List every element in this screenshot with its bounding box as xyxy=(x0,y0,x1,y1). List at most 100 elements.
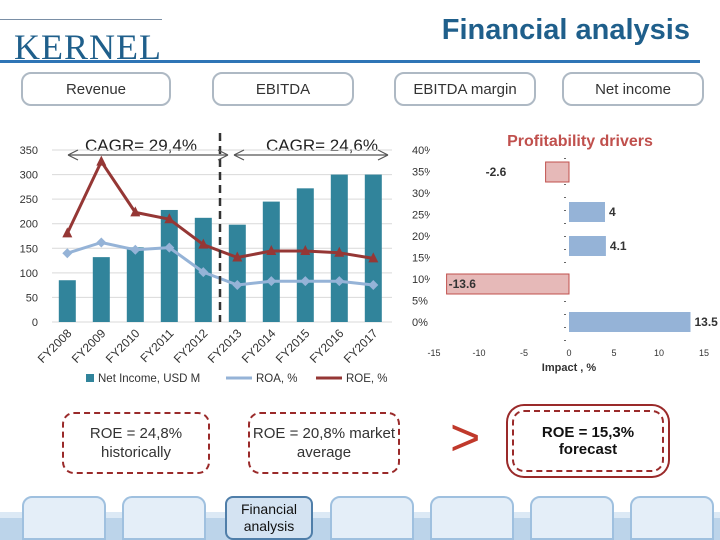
roe-point xyxy=(334,246,345,257)
net-income-bar xyxy=(160,209,178,322)
category-label: FY2015 xyxy=(273,326,313,366)
ebitda-margin-pill[interactable]: EBITDA margin xyxy=(394,72,536,106)
left-tick-label: 200 xyxy=(20,219,38,231)
left-tick-label: 50 xyxy=(26,292,38,304)
roe-point xyxy=(96,155,107,166)
drivers-x-tick: 15 xyxy=(699,348,709,358)
legend-net-income-swatch xyxy=(86,374,94,382)
logo-underline xyxy=(0,19,162,20)
roe-point xyxy=(300,245,311,256)
cagr-right-arrowheads xyxy=(233,149,389,161)
net-income-roe-roa-chart: 0 50 100 150 200 250 300 350 0% 5% 10% 15% 20% 25% 30%… xyxy=(20,130,430,385)
drivers-x-tick: -15 xyxy=(427,348,440,358)
net-income-bar xyxy=(228,224,246,322)
roe-point xyxy=(232,251,243,262)
category-label: FY2016 xyxy=(307,326,347,366)
roa-point xyxy=(62,248,73,259)
right-tick-label: 25% xyxy=(412,210,430,222)
driver-data-label: -13.6 xyxy=(449,277,477,291)
roe-historical-box: ROE = 24,8% historically xyxy=(62,412,210,474)
driver-bar xyxy=(569,312,691,332)
roe-forecast-box: ROE = 15,3% forecast xyxy=(512,410,664,472)
title-divider xyxy=(0,60,700,63)
drivers-title: Profitability drivers xyxy=(507,133,653,150)
category-label: FY2013 xyxy=(205,326,245,366)
footer-tab-4[interactable] xyxy=(330,496,414,540)
right-tick-label: 0% xyxy=(412,317,428,329)
right-tick-label: 35% xyxy=(412,167,430,179)
legend-roe-label: ROE, % xyxy=(346,373,388,385)
category-label: FY2008 xyxy=(35,326,75,366)
profitability-drivers-chart: Profitability drivers -2.6 4 4.1 -13.6 13.5 -1… xyxy=(427,133,719,374)
net-income-bar xyxy=(262,201,280,322)
roa-point xyxy=(130,244,141,255)
left-tick-label: 0 xyxy=(32,317,38,329)
cagr-left-arrowheads xyxy=(67,149,229,161)
roe-point xyxy=(164,213,175,224)
roe-point xyxy=(62,227,73,238)
driver-data-label: 13.5 xyxy=(695,315,719,329)
right-tick-label: 10% xyxy=(412,274,430,286)
ebitda-pill[interactable]: EBITDA xyxy=(212,72,354,106)
net-income-bar xyxy=(364,174,382,322)
drivers-x-tick: 0 xyxy=(566,348,571,358)
category-label: FY2017 xyxy=(341,326,381,366)
greater-than-sign: > xyxy=(450,409,481,467)
roa-point xyxy=(266,276,277,287)
driver-bar xyxy=(569,202,605,222)
drivers-x-tick: 10 xyxy=(654,348,664,358)
driver-bar xyxy=(569,236,606,256)
net-income-bar xyxy=(126,247,144,322)
left-tick-label: 250 xyxy=(20,194,38,206)
footer-tab-financial-analysis[interactable]: Financial analysis xyxy=(225,496,313,540)
legend-roa-label: ROA, % xyxy=(256,373,298,385)
left-tick-label: 100 xyxy=(20,268,38,280)
left-tick-label: 150 xyxy=(20,243,38,255)
right-tick-label: 30% xyxy=(412,188,430,200)
category-label: FY2011 xyxy=(138,326,177,365)
left-tick-label: 350 xyxy=(20,145,38,157)
driver-data-label: 4.1 xyxy=(610,239,627,253)
roe-point xyxy=(130,206,141,217)
footer-tab-7[interactable] xyxy=(630,496,714,540)
category-label: FY2009 xyxy=(69,326,109,366)
category-label: FY2014 xyxy=(239,326,279,366)
roe-point xyxy=(368,252,379,263)
drivers-x-tick: 5 xyxy=(611,348,616,358)
left-tick-label: 300 xyxy=(20,170,38,182)
category-label: FY2012 xyxy=(171,326,211,366)
drivers-x-axis-label: Impact , % xyxy=(542,362,597,374)
roe-point xyxy=(266,245,277,256)
roa-point xyxy=(368,280,379,291)
net-income-pill[interactable]: Net income xyxy=(562,72,704,106)
right-tick-label: 15% xyxy=(412,253,430,265)
net-income-bar xyxy=(92,257,110,322)
category-label: FY2010 xyxy=(103,326,143,366)
net-income-bar xyxy=(58,280,76,322)
drivers-x-tick: -5 xyxy=(520,348,528,358)
driver-bar xyxy=(545,161,570,183)
revenue-pill[interactable]: Revenue xyxy=(21,72,171,106)
driver-data-label: 4 xyxy=(609,205,616,219)
roa-point xyxy=(232,280,243,291)
roa-point xyxy=(198,267,209,278)
roa-point xyxy=(300,276,311,287)
footer-tab-2[interactable] xyxy=(122,496,206,540)
right-tick-label: 40% xyxy=(412,145,430,157)
driver-bar xyxy=(446,273,570,295)
net-income-bar xyxy=(296,188,314,322)
roa-point xyxy=(334,276,345,287)
page-title: Financial analysis xyxy=(441,14,690,46)
footer-tab-1[interactable] xyxy=(22,496,106,540)
legend-net-income-label: Net Income, USD M xyxy=(98,373,200,385)
driver-data-label: -2.6 xyxy=(486,165,507,179)
roe-point xyxy=(198,238,209,249)
right-tick-label: 5% xyxy=(412,296,428,308)
right-tick-label: 20% xyxy=(412,231,430,243)
roa-point xyxy=(96,237,107,248)
drivers-x-tick: -10 xyxy=(472,348,485,358)
footer-tab-5[interactable] xyxy=(430,496,514,540)
roe-market-box: ROE = 20,8% market average xyxy=(248,412,400,474)
footer-tab-6[interactable] xyxy=(530,496,614,540)
roa-point xyxy=(164,242,175,253)
